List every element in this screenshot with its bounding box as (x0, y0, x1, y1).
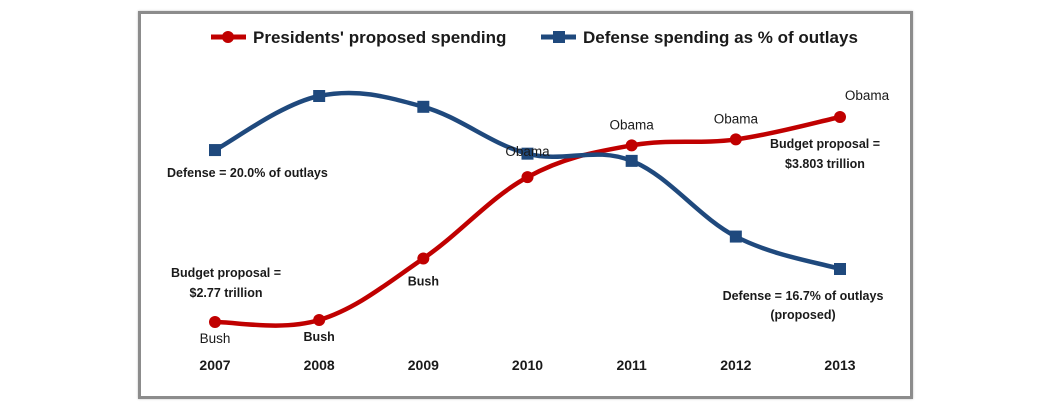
x-axis-tick-labels: 2007 2008 2009 2010 2011 2012 2013 (199, 357, 855, 373)
point-label-2011: Obama (610, 117, 655, 132)
x-tick-label-2009: 2009 (408, 357, 439, 373)
x-tick-label-2007: 2007 (199, 357, 230, 373)
point-label-2007: Bush (200, 331, 231, 346)
defense-point-2009 (417, 100, 430, 113)
point-label-2012: Obama (714, 111, 759, 126)
x-tick-label-2008: 2008 (304, 357, 335, 373)
defense-point-2012 (729, 230, 742, 243)
point-label-2010: Obama (505, 144, 550, 159)
line-chart: Presidents' proposed spending Defense sp… (167, 28, 890, 373)
proposed-point-2011 (625, 139, 638, 152)
proposed-point-2007 (209, 316, 221, 328)
series-markers (209, 90, 846, 328)
legend-marker-proposed (222, 31, 234, 43)
annotation-defense-end-line1: Defense = 16.7% of outlays (723, 289, 884, 303)
x-tick-label-2013: 2013 (824, 357, 855, 373)
legend: Presidents' proposed spending Defense sp… (211, 28, 858, 47)
x-tick-label-2012: 2012 (720, 357, 751, 373)
defense-point-2007 (209, 144, 221, 157)
proposed-point-2010 (521, 171, 534, 184)
chart-frame: Presidents' proposed spending Defense sp… (138, 11, 913, 399)
proposed-point-2009 (417, 252, 430, 265)
legend-label-proposed: Presidents' proposed spending (253, 28, 506, 47)
annotation-proposal-start-line1: Budget proposal = (171, 266, 281, 280)
defense-point-2010 (521, 147, 534, 160)
x-tick-label-2011: 2011 (616, 357, 647, 373)
point-label-2008: Bush (304, 330, 335, 344)
point-label-2013: Obama (845, 88, 890, 103)
proposed-point-2012 (729, 133, 742, 146)
defense-point-2011 (625, 154, 638, 167)
legend-marker-defense (553, 31, 565, 43)
annotations: Defense = 20.0% of outlays Budget propos… (167, 137, 883, 322)
point-label-2009: Bush (408, 274, 439, 288)
point-labels: Bush Bush Bush Obama Obama Obama Obama (200, 88, 890, 346)
x-tick-label-2010: 2010 (512, 357, 543, 373)
annotation-proposal-start-line2: $2.77 trillion (190, 286, 263, 300)
annotation-defense-end-line2: (proposed) (770, 308, 835, 322)
annotation-proposal-end-line1: Budget proposal = (770, 137, 880, 151)
legend-label-defense: Defense spending as % of outlays (583, 28, 858, 47)
annotation-proposal-end-line2: $3.803 trillion (785, 157, 865, 171)
proposed-point-2008 (313, 314, 326, 327)
defense-point-2013 (834, 263, 846, 275)
annotation-defense-start: Defense = 20.0% of outlays (167, 166, 328, 180)
defense-point-2008 (313, 90, 326, 102)
proposed-point-2013 (834, 111, 846, 123)
